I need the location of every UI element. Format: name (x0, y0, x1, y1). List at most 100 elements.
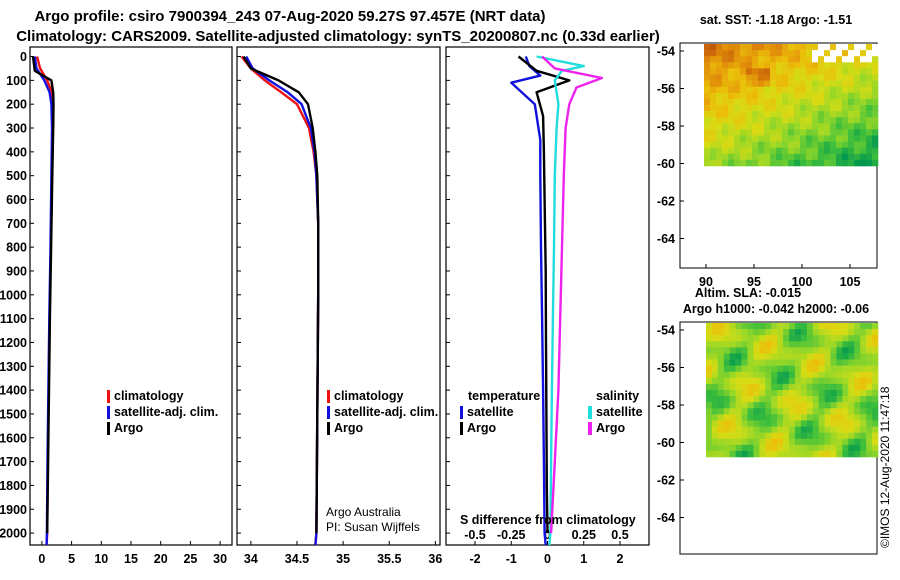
heatmap-cell (800, 377, 808, 385)
heatmap-cell (747, 390, 754, 397)
heatmap-cell (818, 359, 825, 366)
heatmap-cell (759, 371, 766, 379)
heatmap-cell (710, 135, 717, 142)
heatmap-cell (764, 74, 771, 81)
heatmap-cell (704, 111, 711, 118)
heatmap-cell (806, 414, 814, 421)
map-lat-tick-label: -54 (657, 45, 675, 59)
heatmap-cell (860, 68, 867, 75)
heatmap-cell (722, 129, 729, 136)
heatmap-cell (783, 438, 790, 446)
heatmap-cell (758, 68, 765, 75)
heatmap-cell (740, 62, 747, 69)
heatmap-cell (717, 335, 725, 342)
heatmap-cell (747, 359, 754, 366)
temperature-x-tick-label: 10 (94, 552, 108, 566)
heatmap-cell (872, 383, 879, 391)
heatmap-cell (782, 68, 789, 75)
heatmap-cell (710, 50, 717, 57)
heatmap-cell (800, 323, 808, 330)
heatmap-cell (848, 141, 855, 148)
heatmap-cell (764, 80, 771, 87)
heatmap-cell (788, 123, 795, 130)
heatmap-cell (794, 371, 802, 379)
heatmap-cell (764, 123, 771, 130)
heatmap-cell (872, 390, 879, 397)
heatmap-cell (753, 420, 760, 427)
heatmap-cell (740, 129, 747, 136)
heatmap-cell (776, 98, 783, 106)
heatmap-cell (830, 341, 837, 348)
heatmap-cell (734, 50, 741, 57)
heatmap-cell (776, 80, 783, 87)
heatmap-cell (770, 111, 777, 118)
heatmap-cell (735, 426, 742, 433)
heatmap-cell (854, 426, 861, 433)
heatmap-cell (706, 402, 713, 409)
heatmap-cell (706, 438, 713, 446)
heatmap-cell (800, 141, 807, 148)
heatmap-cell (836, 129, 843, 136)
legend3-temperature-header: temperature (468, 389, 540, 403)
heatmap-cell (830, 390, 837, 397)
depth-tick-label: 300 (6, 122, 27, 136)
heatmap-cell (866, 377, 873, 385)
heatmap-cell (800, 147, 807, 155)
heatmap-cell (818, 353, 825, 360)
heatmap-cell (860, 153, 867, 161)
heatmap-cell (777, 335, 784, 342)
heatmap-cell (783, 329, 790, 336)
heatmap-cell (812, 323, 819, 330)
heatmap-cell (706, 408, 713, 415)
heatmap-cell (777, 329, 784, 336)
heatmap-cell (758, 92, 765, 100)
heatmap-cell (729, 323, 736, 330)
heatmap-cell (759, 329, 766, 336)
heatmap-cell (812, 371, 819, 379)
heatmap-cell (860, 444, 867, 452)
heatmap-cell (872, 371, 879, 379)
difference-x-tick-label-salinity: 0.5 (611, 528, 628, 542)
heatmap-cell (800, 329, 808, 336)
heatmap-cell (764, 98, 771, 106)
heatmap-cell (741, 420, 748, 427)
heatmap-cell (735, 329, 742, 336)
heatmap-cell (824, 438, 831, 446)
heatmap-cell (806, 444, 814, 452)
heatmap-cell (782, 44, 789, 51)
heatmap-cell (836, 408, 843, 415)
heatmap-cell (842, 141, 849, 148)
heatmap-cell (753, 335, 760, 342)
heatmap-cell (806, 341, 814, 348)
heatmap-cell (782, 153, 789, 161)
heatmap-cell (723, 353, 731, 360)
heatmap-cell (765, 377, 772, 385)
heatmap-cell (860, 98, 867, 106)
heatmap-cell (728, 105, 735, 112)
heatmap-cell (717, 414, 725, 421)
heatmap-cell (830, 105, 837, 112)
legend2-swatch-satellite-adj (327, 406, 330, 419)
heatmap-cell (860, 402, 867, 409)
heatmap-cell (818, 432, 825, 440)
heatmap-cell (848, 80, 855, 87)
heatmap-cell (716, 147, 723, 155)
heatmap-cell (854, 153, 861, 161)
heatmap-cell (771, 414, 778, 421)
heatmap-cell (806, 396, 814, 403)
map-lat-tick-label: -62 (657, 474, 675, 488)
heatmap-cell (765, 432, 772, 440)
heatmap-cell (842, 426, 849, 433)
heatmap-cell (782, 92, 789, 100)
legend2-swatch-argo (327, 422, 330, 435)
heatmap-cell (812, 86, 819, 94)
heatmap-cell (747, 371, 754, 379)
heatmap-cell (824, 450, 831, 458)
difference-x-axis-bottom: -0.5 -0.25 0 0.25 0.5 (464, 528, 629, 542)
heatmap-cell (800, 347, 808, 354)
map-lat-tick-label: -58 (657, 399, 675, 413)
heatmap-cell (777, 359, 784, 366)
heatmap-cell (800, 74, 807, 81)
salinity-x-tick-label: 35 (336, 552, 350, 566)
heatmap-cell (860, 390, 867, 397)
